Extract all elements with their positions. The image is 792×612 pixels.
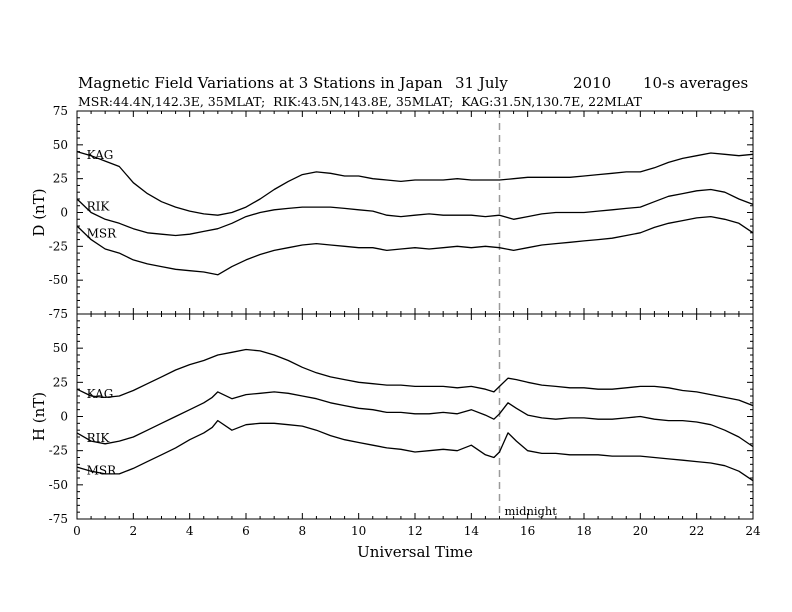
x-tick-label: 10 — [351, 524, 366, 538]
x-tick-label: 16 — [520, 524, 535, 538]
y-tick-label: 25 — [53, 172, 68, 186]
y-tick-label: -75 — [49, 512, 68, 526]
series-line-kag — [76, 150, 754, 216]
midnight-label: midnight — [505, 504, 558, 518]
y-axis-title: H (nT) — [30, 392, 48, 441]
y-tick-label: 0 — [60, 206, 68, 220]
y-axis-title: D (nT) — [30, 188, 48, 236]
y-tick-label: -25 — [49, 239, 68, 253]
x-tick-label: 8 — [299, 524, 307, 538]
station-label-kag: KAG — [87, 387, 114, 401]
y-tick-label: 50 — [53, 138, 68, 152]
station-label-msr: MSR — [87, 464, 118, 478]
x-tick-label: 24 — [745, 524, 761, 538]
x-tick-label: 20 — [633, 524, 648, 538]
y-tick-label: 75 — [53, 104, 68, 118]
x-tick-label: 0 — [73, 524, 81, 538]
station-label-kag: KAG — [87, 148, 114, 162]
y-tick-label: -75 — [49, 307, 68, 321]
series-line-rik — [76, 188, 754, 237]
station-label-msr: MSR — [87, 226, 118, 240]
station-label-rik: RIK — [87, 199, 111, 213]
chart-panels: 75 50 25 0 -25 -50 -75 D (nT) KAG RIK MSR midnight 5… — [30, 104, 761, 561]
x-axis-title: Universal Time — [357, 543, 473, 561]
panel-d: 75 50 25 0 -25 -50 -75 D (nT) KAG RIK MSR — [30, 104, 754, 321]
y-tick-label: 0 — [60, 410, 68, 424]
panel-frame — [76, 313, 754, 520]
series-line-rik — [76, 391, 754, 448]
x-tick-label: 14 — [464, 524, 480, 538]
station-coordinates: MSR:44.4N,142.3E, 35MLAT; RIK:43.5N,143.… — [78, 94, 642, 109]
x-tick-label: 4 — [186, 524, 194, 538]
series-line-msr — [76, 215, 754, 276]
figure-averaging: 10-s averages — [643, 74, 748, 92]
series-line-kag — [76, 348, 754, 407]
x-tick-label: 2 — [130, 524, 138, 538]
x-tick-label: 12 — [407, 524, 422, 538]
figure-date: 31 July — [455, 74, 508, 92]
x-tick-label: 18 — [576, 524, 591, 538]
y-tick-label: 50 — [53, 341, 68, 355]
y-tick-label: 25 — [53, 375, 68, 389]
panel-frame — [76, 110, 754, 315]
y-tick-label: -25 — [49, 444, 68, 458]
figure-title: Magnetic Field Variations at 3 Stations … — [78, 74, 443, 92]
y-tick-label: -50 — [49, 478, 68, 492]
series-line-msr — [76, 419, 754, 482]
y-tick-label: -50 — [49, 273, 68, 287]
x-tick-label: 22 — [689, 524, 704, 538]
figure-year: 2010 — [573, 74, 611, 92]
station-label-rik: RIK — [87, 431, 111, 445]
x-tick-label: 6 — [242, 524, 250, 538]
